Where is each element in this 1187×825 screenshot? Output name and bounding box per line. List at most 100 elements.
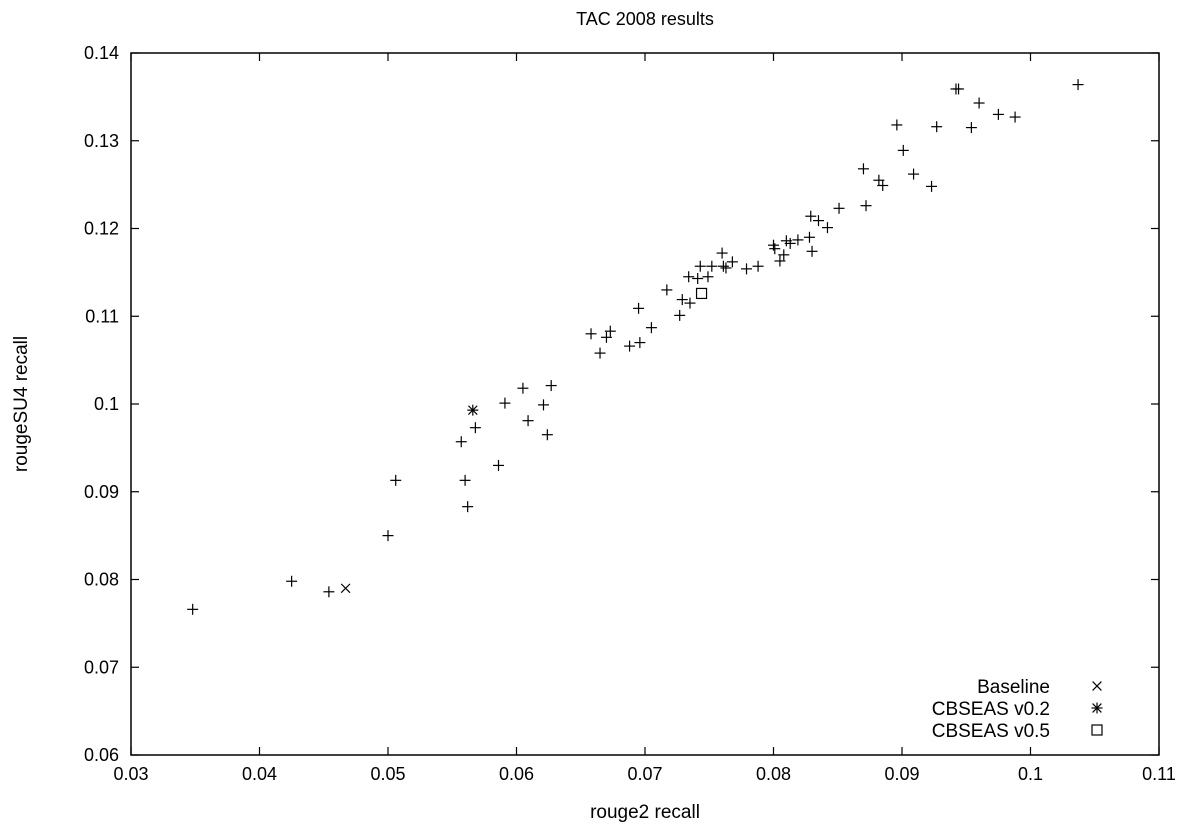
data-point [634, 337, 646, 349]
data-point [717, 260, 729, 272]
data-point [908, 168, 920, 180]
y-tick-label: 0.12 [84, 219, 119, 239]
data-point [726, 256, 738, 268]
data-point [455, 436, 467, 448]
data-point [462, 501, 474, 513]
data-point [517, 382, 529, 394]
y-tick-label: 0.09 [84, 482, 119, 502]
data-point [891, 119, 903, 131]
legend-marker [1091, 724, 1103, 736]
data-point [624, 340, 636, 352]
data-point [187, 603, 199, 615]
data-point [784, 237, 796, 249]
data-point [992, 108, 1004, 120]
baseline-point [340, 583, 351, 594]
plot-frame [130, 52, 1160, 756]
data-point [541, 429, 553, 441]
data-point [965, 122, 977, 134]
data-point [600, 331, 612, 343]
x-tick-label: 0.08 [756, 764, 791, 784]
data-point [676, 294, 688, 306]
data-point [604, 325, 616, 337]
data-point [537, 399, 549, 411]
data-point [716, 247, 728, 259]
data-points [187, 79, 1084, 615]
y-tick-label: 0.11 [85, 306, 119, 326]
y-tick-label: 0.13 [84, 131, 119, 151]
data-point [741, 263, 753, 275]
data-point [694, 260, 706, 272]
x-tick-label: 0.1 [1018, 764, 1043, 784]
chart-title: TAC 2008 results [576, 9, 714, 29]
legend-label: CBSEAS v0.5 [932, 721, 1050, 742]
data-point [860, 200, 872, 212]
data-point [720, 262, 732, 274]
data-point [877, 180, 889, 192]
x-tick-label: 0.11 [1142, 764, 1176, 784]
data-point [674, 309, 686, 321]
data-point [522, 415, 534, 427]
x-axis: 0.03 0.04 0.05 0.06 0.07 0.08 0.09 0.1 0.11 [113, 53, 1176, 784]
data-point [812, 215, 824, 227]
data-point [323, 586, 335, 598]
data-point [390, 474, 402, 486]
data-point [585, 328, 597, 340]
data-point [931, 121, 943, 133]
data-point [805, 210, 817, 222]
cbseas-v0-5-point [695, 287, 708, 300]
data-point [833, 202, 845, 214]
x-tick-label: 0.03 [113, 764, 148, 784]
data-point [953, 83, 965, 95]
data-point [926, 180, 938, 192]
data-point [769, 243, 781, 255]
data-point [792, 234, 804, 246]
data-point [661, 284, 673, 296]
data-point [803, 231, 815, 243]
data-point [692, 273, 704, 285]
x-tick-label: 0.07 [627, 764, 662, 784]
data-point [806, 245, 818, 257]
data-point [821, 222, 833, 234]
y-tick-label: 0.1 [94, 394, 119, 414]
data-point [469, 422, 481, 434]
legend-marker [1091, 702, 1103, 714]
x-axis-label: rouge2 recall [590, 802, 700, 823]
data-point [702, 271, 714, 283]
data-point [683, 271, 695, 283]
data-point [1009, 111, 1021, 123]
data-point [499, 397, 511, 409]
cbseas-v0-2-point [467, 404, 479, 416]
data-point [459, 474, 471, 486]
data-point [778, 249, 790, 261]
data-point [857, 163, 869, 175]
legend-marker [1092, 681, 1102, 691]
data-point [1072, 79, 1084, 91]
y-tick-label: 0.07 [84, 657, 119, 677]
data-point [684, 297, 696, 309]
x-tick-label: 0.05 [370, 764, 405, 784]
data-point [633, 302, 645, 314]
data-point [493, 459, 505, 471]
x-tick-label: 0.09 [884, 764, 919, 784]
data-point [382, 530, 394, 542]
y-tick-label: 0.14 [84, 43, 119, 63]
legend-label: Baseline [977, 677, 1050, 698]
data-point [897, 144, 909, 156]
x-tick-label: 0.04 [242, 764, 277, 784]
data-point [545, 380, 557, 392]
data-point [706, 260, 718, 272]
data-point [774, 255, 786, 267]
y-axis-label: rougeSU4 recall [11, 336, 32, 472]
data-point [752, 260, 764, 272]
y-tick-label: 0.08 [84, 570, 119, 590]
y-axis: 0.06 0.07 0.08 0.09 0.1 0.11 0.12 0.13 0.14 [84, 43, 1159, 765]
data-point [594, 347, 606, 359]
x-tick-label: 0.06 [499, 764, 534, 784]
y-tick-label: 0.06 [84, 745, 119, 765]
data-point [286, 575, 298, 587]
data-point [973, 97, 985, 109]
data-point [645, 322, 657, 334]
legend-label: CBSEAS v0.2 [932, 699, 1050, 720]
